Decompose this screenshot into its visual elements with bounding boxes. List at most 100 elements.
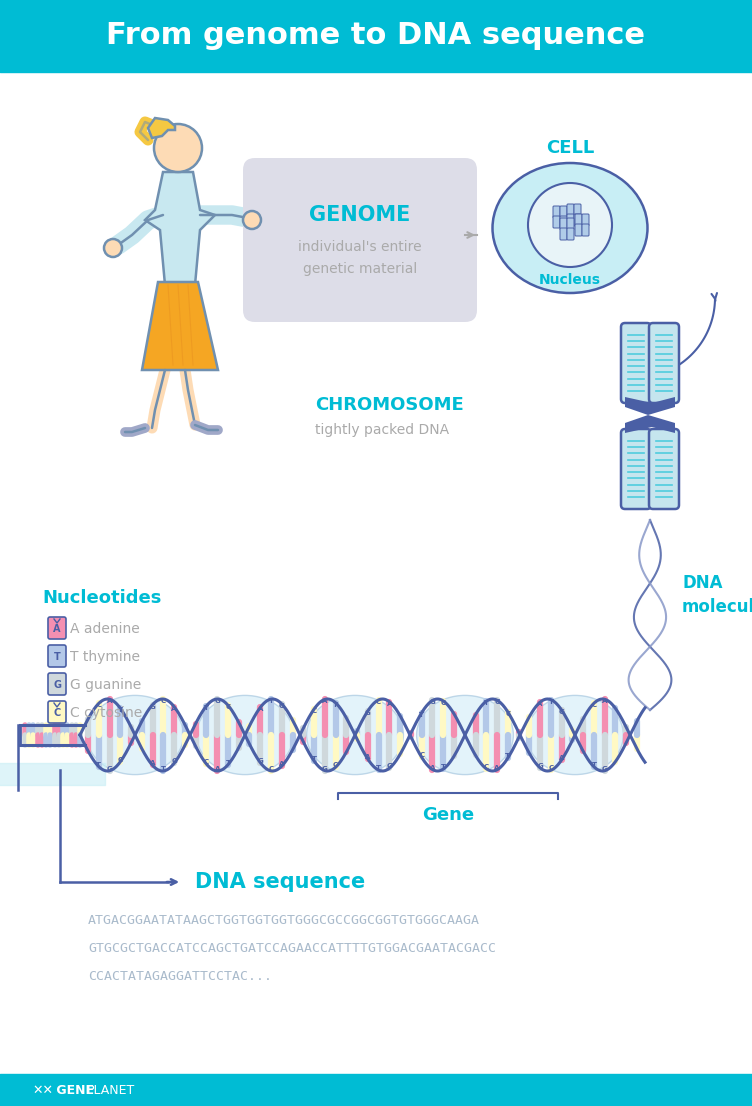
Ellipse shape [493, 163, 647, 293]
FancyBboxPatch shape [649, 323, 679, 403]
Text: T: T [311, 755, 317, 762]
Text: A: A [387, 701, 392, 707]
Text: Nucleus: Nucleus [539, 273, 601, 286]
FancyBboxPatch shape [567, 213, 574, 226]
Text: A: A [214, 766, 220, 772]
Text: T: T [419, 711, 424, 718]
Text: C: C [161, 698, 166, 705]
Text: A: A [494, 764, 500, 771]
Text: ATGACGGAATATAAGCTGGTGGTGGTGGGCGCCGGCGGTGTGGGCAAGA: ATGACGGAATATAAGCTGGTGGTGGTGGGCGCCGGCGGTG… [88, 914, 480, 927]
Polygon shape [148, 118, 175, 138]
FancyBboxPatch shape [560, 206, 567, 218]
Text: G guanine: G guanine [70, 678, 141, 692]
Polygon shape [142, 282, 218, 371]
Text: tightly packed DNA: tightly packed DNA [315, 422, 449, 437]
FancyBboxPatch shape [48, 617, 66, 639]
Text: GTGCGCTGACCATCCAGCTGATCCAGAACCATTTTGTGGACGAATACGACC: GTGCGCTGACCATCCAGCTGATCCAGAACCATTTTGTGGA… [88, 941, 496, 954]
Text: individual's entire
genetic material: individual's entire genetic material [299, 240, 422, 275]
Text: A: A [107, 698, 112, 705]
Text: G: G [150, 703, 156, 710]
Text: C: C [53, 708, 61, 718]
Text: G: G [53, 680, 61, 690]
Text: G: G [387, 763, 393, 770]
Ellipse shape [86, 696, 183, 774]
Text: G: G [214, 698, 220, 705]
Text: CELL: CELL [546, 139, 594, 157]
Text: T: T [268, 698, 274, 705]
Text: T: T [53, 653, 60, 662]
Text: A: A [538, 701, 543, 707]
Text: DNA
molecule: DNA molecule [682, 574, 752, 616]
Text: GENE: GENE [52, 1084, 94, 1096]
Text: C: C [268, 765, 274, 772]
FancyBboxPatch shape [553, 216, 560, 228]
Text: DNA sequence: DNA sequence [195, 872, 365, 893]
Text: C: C [591, 702, 596, 708]
FancyBboxPatch shape [560, 218, 567, 230]
Text: A: A [365, 754, 371, 760]
FancyBboxPatch shape [574, 204, 581, 216]
Text: C: C [376, 699, 381, 705]
FancyBboxPatch shape [567, 218, 574, 230]
Text: G: G [494, 699, 500, 706]
Text: C: C [419, 752, 424, 759]
Text: C cytosine: C cytosine [70, 706, 142, 720]
Text: C: C [311, 708, 317, 714]
Text: T: T [161, 766, 166, 772]
Circle shape [154, 124, 202, 173]
Text: A adenine: A adenine [70, 622, 140, 636]
Text: C: C [484, 764, 489, 770]
Circle shape [528, 182, 612, 267]
Text: T: T [333, 702, 338, 708]
FancyBboxPatch shape [560, 216, 567, 228]
FancyBboxPatch shape [574, 213, 581, 226]
Ellipse shape [307, 696, 403, 774]
Text: T thymine: T thymine [70, 650, 140, 664]
FancyBboxPatch shape [575, 213, 582, 226]
Text: G: G [279, 703, 285, 709]
Text: A: A [257, 707, 263, 712]
Text: PLANET: PLANET [87, 1084, 135, 1096]
FancyBboxPatch shape [48, 645, 66, 667]
Polygon shape [145, 173, 215, 285]
FancyBboxPatch shape [621, 323, 651, 403]
Polygon shape [625, 397, 675, 415]
FancyBboxPatch shape [621, 429, 651, 509]
FancyBboxPatch shape [48, 701, 66, 723]
Text: T: T [505, 753, 511, 759]
Text: C: C [96, 702, 102, 708]
Text: Gene: Gene [422, 806, 474, 824]
Text: G: G [322, 765, 328, 772]
Text: T: T [591, 762, 596, 768]
Text: G: G [602, 765, 608, 772]
Text: T: T [441, 764, 446, 770]
Text: C: C [333, 762, 338, 769]
Text: T: T [376, 765, 381, 771]
FancyBboxPatch shape [567, 228, 574, 240]
FancyBboxPatch shape [560, 228, 567, 240]
Text: A: A [430, 764, 435, 771]
FancyBboxPatch shape [575, 225, 582, 236]
Text: T: T [548, 699, 553, 705]
Circle shape [243, 211, 261, 229]
FancyBboxPatch shape [649, 429, 679, 509]
FancyBboxPatch shape [582, 213, 589, 226]
Text: CCACTATAGAGGATTCCTAC...: CCACTATAGAGGATTCCTAC... [88, 970, 272, 982]
FancyBboxPatch shape [48, 672, 66, 695]
Text: From genome to DNA sequence: From genome to DNA sequence [107, 21, 645, 51]
Text: C: C [204, 759, 209, 765]
Text: C: C [226, 705, 231, 710]
Text: G: G [107, 765, 112, 772]
FancyBboxPatch shape [243, 158, 477, 322]
Text: CHROMOSOME: CHROMOSOME [315, 396, 464, 414]
Text: T: T [96, 762, 102, 768]
Text: G: G [171, 759, 177, 764]
Ellipse shape [417, 696, 514, 774]
Text: GENOME: GENOME [309, 205, 411, 225]
Text: A: A [602, 698, 608, 705]
Text: A: A [322, 698, 328, 705]
Text: Nucleotides: Nucleotides [42, 589, 162, 607]
Text: A: A [279, 761, 284, 768]
Text: C: C [548, 765, 553, 771]
Text: G: G [559, 709, 565, 716]
